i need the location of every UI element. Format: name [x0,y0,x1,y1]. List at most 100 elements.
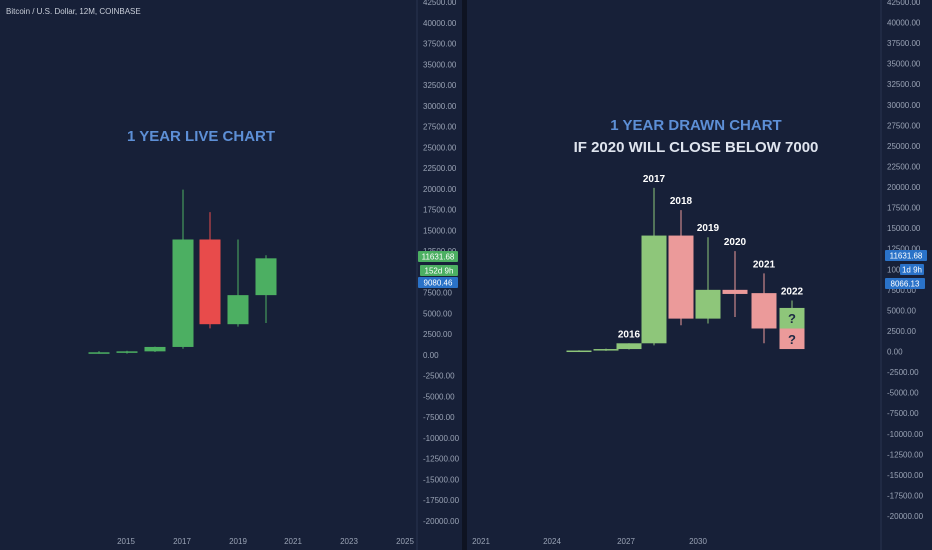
candle-body [255,258,277,296]
y-tick-label: 30000.00 [887,101,921,110]
y-tick-label: -20000.00 [423,517,460,526]
candle-body [144,346,166,352]
y-tick-label: -15000.00 [423,475,460,484]
candle-body [616,343,642,350]
live-chart[interactable]: 42500.00 40000.00 37500.00 35000.00 32500.00… [0,0,462,550]
price-badge-text: 11631.68 [890,252,923,261]
x-tick-label: 2021 [284,537,302,546]
y-tick-label: 27500.00 [887,121,921,130]
price-badge [418,277,458,288]
x-tick-label: 2024 [543,537,561,546]
candle-body [779,328,805,350]
y-tick-label: -20000.00 [887,512,924,521]
candle-body [695,289,721,319]
x-tick-label: 2023 [340,537,358,546]
chart-subtitle: IF 2020 WILL CLOSE BELOW 7000 [574,139,819,156]
x-tick-label: 2025 [396,537,414,546]
y-tick-label: 2500.00 [423,330,452,339]
price-badge [900,264,924,275]
y-tick-label: -12500.00 [423,455,460,464]
price-badge-text: 8066.13 [891,280,920,289]
y-tick-label: 35000.00 [423,60,457,69]
candle-body [199,239,221,325]
chart-title: 1 YEAR DRAWN CHART [610,117,781,134]
drawn-chart-pane[interactable]: 42500.00 40000.00 37500.00 35000.00 32500.00… [467,0,932,550]
y-tick-label: 2500.00 [887,327,916,336]
price-badge [418,251,458,262]
y-tick-label: 17500.00 [423,206,457,215]
y-tick-label: 17500.00 [887,204,921,213]
y-tick-label: 40000.00 [887,19,921,28]
y-tick-label: -2500.00 [423,372,455,381]
y-tick-label: -17500.00 [423,496,460,505]
candle-year-label: 2018 [670,196,693,207]
y-tick-label: 15000.00 [887,224,921,233]
y-tick-label: 12500.00 [887,245,921,254]
y-tick-label: -10000.00 [423,434,460,443]
x-tick-label: 2030 [689,537,707,546]
y-tick-label: 25000.00 [423,143,457,152]
pane-divider[interactable] [462,0,467,550]
price-badge [885,250,927,261]
y-tick-label: 20000.00 [887,183,921,192]
y-tick-label: -17500.00 [887,491,924,500]
x-tick-label: 2027 [617,537,635,546]
price-badge [420,265,458,276]
y-tick-label: -2500.00 [887,368,919,377]
symbol-label: Bitcoin / U.S. Dollar, 12M, COINBASE [6,7,141,16]
y-tick-label: 22500.00 [887,162,921,171]
x-tick-label: 2015 [117,537,135,546]
candle-body [593,349,619,351]
y-tick-label: 42500.00 [887,0,921,7]
y-tick-label: -5000.00 [423,392,455,401]
chart-title: 1 YEAR LIVE CHART [127,128,275,145]
drawn-chart[interactable]: 42500.00 40000.00 37500.00 35000.00 32500.00… [467,0,932,550]
y-tick-label: 20000.00 [423,185,457,194]
y-tick-label: 7500.00 [423,289,452,298]
price-badge-text: 9080.46 [424,279,453,288]
candle-year-label: 2020 [724,237,747,248]
y-tick-label: -12500.00 [887,450,924,459]
candle-year-label: 2016 [618,329,641,340]
y-tick-label: 27500.00 [423,123,457,132]
candle-year-label: 2017 [643,174,666,185]
candle-body [641,235,667,344]
y-tick-label: 0.00 [423,351,439,360]
y-tick-label: 37500.00 [423,40,457,49]
y-tick-label: 7500.00 [887,286,916,295]
y-tick-label: 37500.00 [887,39,921,48]
x-tick-label: 2021 [472,537,490,546]
x-tick-label: 2019 [229,537,247,546]
y-tick-label: 25000.00 [887,142,921,151]
y-tick-label: -5000.00 [887,389,919,398]
question-mark: ? [788,311,796,326]
candle-body [227,295,249,325]
y-tick-label: 40000.00 [423,19,457,28]
candle-body [668,235,694,319]
candle-body [751,293,777,329]
y-tick-label: -7500.00 [887,409,919,418]
candle-year-label: 2021 [753,259,776,270]
candle-body [779,307,805,329]
y-tick-label: 32500.00 [887,80,921,89]
price-badge-text: 1d 9h [902,266,922,275]
y-tick-label: -10000.00 [887,430,924,439]
y-tick-label: 42500.00 [423,0,457,7]
candle-body [172,239,194,347]
candle-body [566,350,592,353]
candle-year-label: 2019 [697,223,720,234]
price-badge [885,278,925,289]
y-tick-label: -7500.00 [423,413,455,422]
price-badge-text: 11631.68 [422,253,455,262]
y-tick-label: 5000.00 [423,309,452,318]
y-tick-label: -15000.00 [887,471,924,480]
x-tick-label: 2017 [173,537,191,546]
y-tick-label: 0.00 [887,348,903,357]
candle-body [88,352,110,354]
y-tick-label: 35000.00 [887,60,921,69]
y-tick-label: 30000.00 [423,102,457,111]
y-tick-label: 15000.00 [423,226,457,235]
price-badge-text: 152d 9h [425,267,454,276]
candle-body [722,289,748,294]
live-chart-pane[interactable]: Bitcoin / U.S. Dollar, 12M, COINBASE 425… [0,0,462,550]
